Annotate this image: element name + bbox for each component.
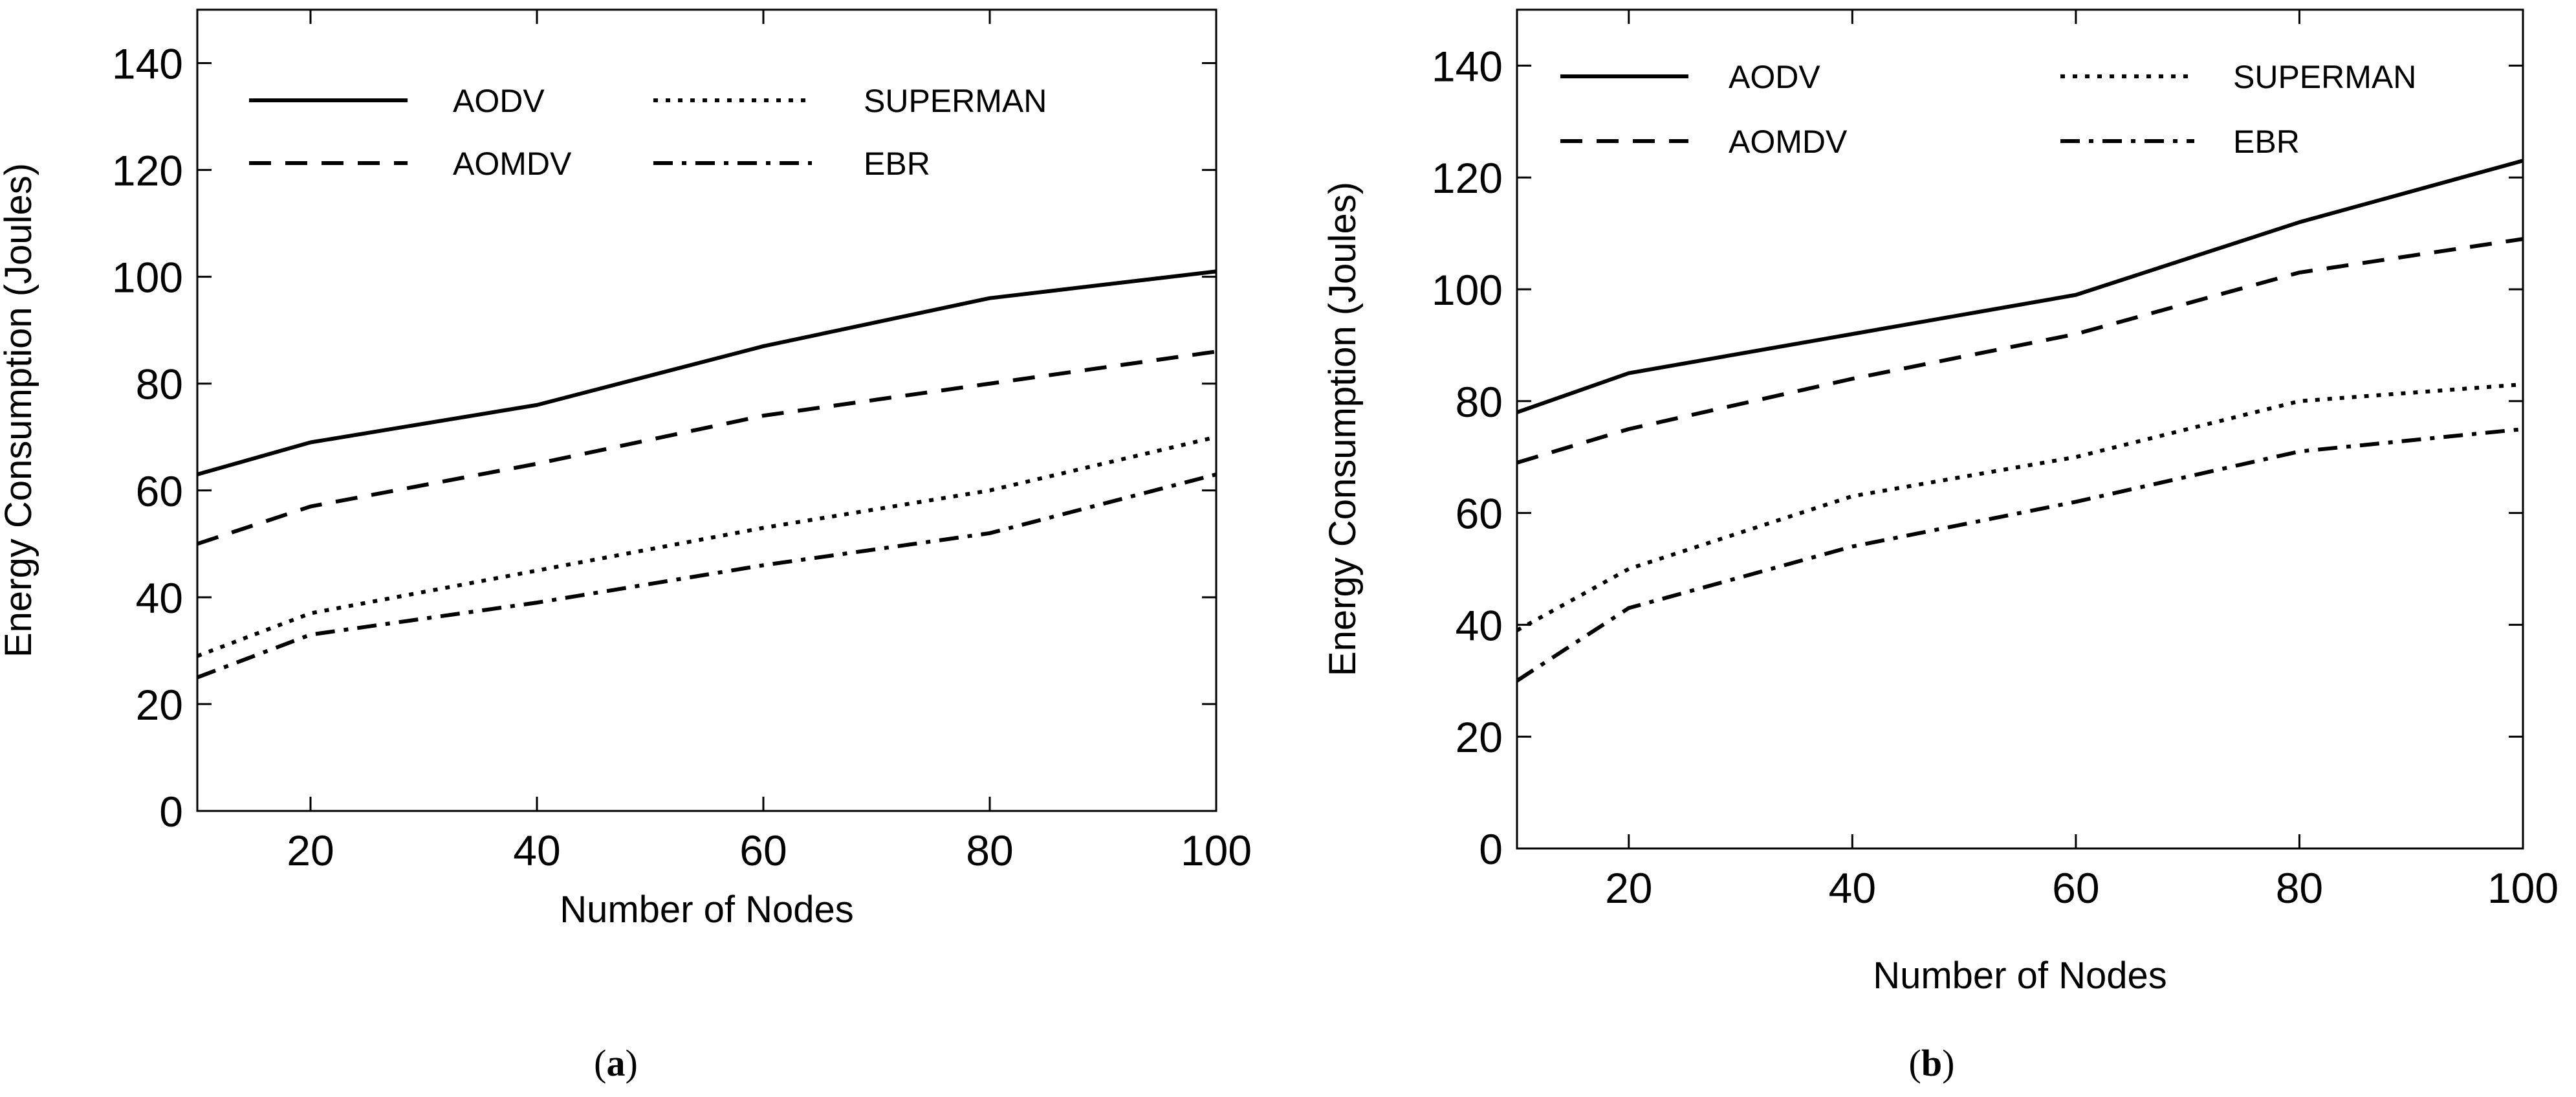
x-tick-label: 20 (1605, 864, 1652, 912)
x-tick-label: 80 (966, 826, 1013, 874)
y-tick-label: 20 (136, 681, 183, 729)
x-tick-label: 80 (2276, 864, 2323, 912)
panel-caption-letter: b (1921, 1042, 1942, 1084)
series-line-ebr (1516, 427, 2524, 683)
legend: AODV AOMDV SUPERMAN EBR (249, 83, 1047, 182)
y-tick-label: 20 (1456, 713, 1503, 761)
series-line-ebr (196, 472, 1217, 680)
x-tick-label: 60 (739, 826, 787, 874)
legend-label-superman: SUPERMAN (2233, 59, 2416, 95)
y-tick-label: 80 (136, 360, 183, 408)
x-axis-label: Number of Nodes (1873, 955, 2167, 997)
y-tick-label: 60 (136, 467, 183, 515)
y-tick-label: 40 (136, 574, 183, 622)
x-tick-label: 100 (1181, 826, 1252, 874)
legend-label-superman: SUPERMAN (864, 83, 1047, 119)
series-line-aomdv (197, 349, 1217, 546)
legend: AODV AOMDV SUPERMAN EBR (1560, 59, 2416, 160)
x-tick-label: 40 (1829, 864, 1876, 912)
panel-caption: (b) (1909, 1042, 1955, 1084)
plot-frame (196, 8, 1217, 812)
y-axis-label: Energy Consumption (Joules) (1322, 182, 1364, 676)
x-tick-label: 60 (2052, 864, 2099, 912)
legend-label-aomdv: AOMDV (1729, 124, 1848, 160)
series-line-superman (196, 435, 1217, 658)
x-axis-label: Number of Nodes (560, 889, 854, 931)
legend-label-aomdv: AOMDV (453, 146, 572, 182)
y-tick-label: 40 (1456, 601, 1503, 649)
chart-panel-b: 0 20 40 60 80 100 120 140 20 40 60 80 100 Number of N… (1322, 8, 2559, 1084)
plot-frame (1516, 8, 2524, 850)
y-tick-label: 80 (1456, 378, 1503, 426)
y-tick-label: 100 (112, 254, 183, 302)
legend-label-aodv: AODV (1729, 59, 1820, 95)
y-axis-label: Energy Consumption (Joules) (0, 163, 39, 658)
y-tick-label: 0 (159, 788, 183, 836)
x-tick-label: 100 (2487, 864, 2559, 912)
y-tick-label: 60 (1456, 490, 1503, 538)
chart-panel-a: 0 20 40 60 80 100 120 140 20 40 60 80 100 Number of N… (0, 8, 1252, 1084)
series-line-aodv (1516, 159, 2524, 414)
x-tick-label: 40 (513, 826, 560, 874)
y-tick-label: 0 (1479, 825, 1503, 873)
legend-label-ebr: EBR (2233, 124, 2300, 160)
y-tick-label: 100 (1432, 266, 1503, 314)
y-tick-label: 120 (112, 147, 183, 195)
legend-label-ebr: EBR (864, 146, 930, 182)
panel-caption: (a) (594, 1042, 638, 1084)
x-tick-label: 20 (287, 826, 334, 874)
series-line-aomdv (1516, 237, 2524, 465)
series-line-aodv (197, 269, 1217, 476)
y-tick-label: 140 (1432, 42, 1503, 90)
y-tick-label: 140 (112, 40, 183, 88)
panel-caption-letter: a (607, 1042, 626, 1084)
legend-label-aodv: AODV (453, 83, 545, 119)
y-tick-label: 120 (1432, 154, 1503, 202)
